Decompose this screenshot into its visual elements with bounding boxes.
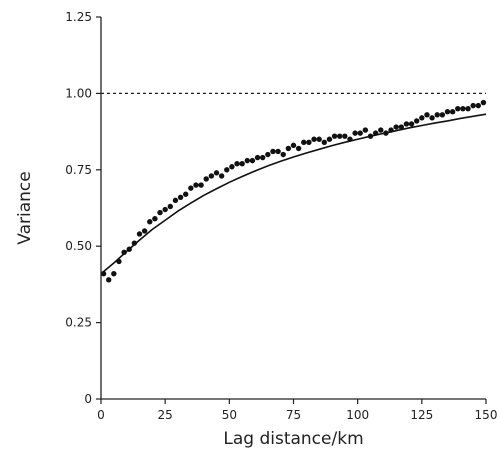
- data-point: [326, 136, 333, 142]
- data-point: [475, 102, 481, 109]
- data-point: [465, 105, 471, 112]
- data-point: [419, 115, 425, 121]
- data-point: [147, 219, 153, 225]
- data-point: [290, 142, 297, 149]
- y-tick-label: 0.25: [65, 316, 92, 330]
- data-point: [444, 109, 451, 115]
- data-point: [172, 197, 179, 204]
- data-point: [157, 209, 163, 216]
- data-point: [239, 160, 245, 167]
- data-point: [260, 154, 266, 161]
- data-point: [152, 215, 158, 222]
- data-point: [414, 118, 420, 124]
- data-point: [301, 139, 307, 145]
- data-point: [362, 127, 369, 133]
- data-point: [203, 176, 209, 182]
- x-tick-label: 125: [410, 408, 433, 422]
- data-point: [280, 151, 286, 158]
- x-tick-label: 50: [222, 408, 237, 422]
- x-tick-label: 0: [97, 408, 105, 422]
- data-point: [331, 133, 338, 139]
- data-point: [306, 139, 312, 145]
- data-point: [213, 170, 220, 176]
- data-point: [162, 206, 168, 213]
- y-tick-label: 1.00: [65, 86, 92, 100]
- y-tick-label: 0: [84, 392, 92, 406]
- data-point: [357, 130, 363, 136]
- data-point: [342, 133, 348, 139]
- data-point: [106, 277, 112, 283]
- data-point: [136, 231, 143, 237]
- data-point: [352, 130, 358, 136]
- data-point: [316, 136, 322, 142]
- data-point: [321, 139, 327, 145]
- data-point: [229, 164, 235, 170]
- data-point: [424, 112, 430, 118]
- data-point: [337, 133, 343, 139]
- data-point: [188, 185, 194, 191]
- data-point: [183, 191, 189, 197]
- data-point: [244, 157, 250, 164]
- x-tick-label: 150: [475, 408, 497, 422]
- y-tick-label: 0.75: [65, 163, 92, 177]
- data-point: [311, 136, 317, 142]
- data-point: [398, 124, 404, 130]
- x-tick-label: 75: [286, 408, 301, 422]
- data-point: [480, 99, 487, 106]
- data-point: [470, 102, 476, 109]
- data-point: [275, 148, 281, 155]
- data-point: [121, 249, 127, 256]
- data-point: [408, 121, 415, 127]
- data-point: [285, 145, 292, 152]
- data-point: [449, 109, 456, 115]
- x-tick-label: 100: [346, 408, 369, 422]
- data-point: [265, 151, 271, 158]
- data-point: [177, 194, 184, 201]
- y-axis-ticks: 0 0.25 0.50 0.75 1.00 1.25: [65, 10, 101, 406]
- data-point: [141, 228, 148, 234]
- y-axis-title: Variance: [15, 171, 35, 244]
- data-point: [460, 105, 466, 112]
- data-point: [218, 173, 225, 179]
- x-axis-ticks: 0 25 50 75 100 125 150: [97, 399, 497, 422]
- data-point: [403, 121, 410, 127]
- x-tick-label: 25: [158, 408, 173, 422]
- data-point: [224, 167, 230, 173]
- data-point: [455, 105, 461, 112]
- data-point: [295, 145, 302, 152]
- y-tick-label: 0.50: [65, 239, 92, 253]
- x-axis-title: Lag distance/km: [223, 429, 363, 449]
- data-point: [167, 203, 173, 210]
- data-point: [429, 115, 435, 121]
- y-tick-label: 1.25: [65, 10, 92, 24]
- data-point: [393, 124, 399, 130]
- data-point: [439, 112, 446, 118]
- data-point: [434, 112, 440, 118]
- plot-area: [100, 92, 487, 283]
- data-point: [249, 157, 256, 164]
- fitted-model-curve: [100, 113, 487, 275]
- data-point: [270, 148, 276, 155]
- data-point: [208, 173, 215, 179]
- data-point: [193, 182, 199, 188]
- data-point: [254, 154, 261, 161]
- data-point: [378, 127, 384, 133]
- data-point: [234, 160, 240, 167]
- data-point: [111, 271, 117, 277]
- data-point: [198, 182, 204, 188]
- data-point: [131, 240, 138, 246]
